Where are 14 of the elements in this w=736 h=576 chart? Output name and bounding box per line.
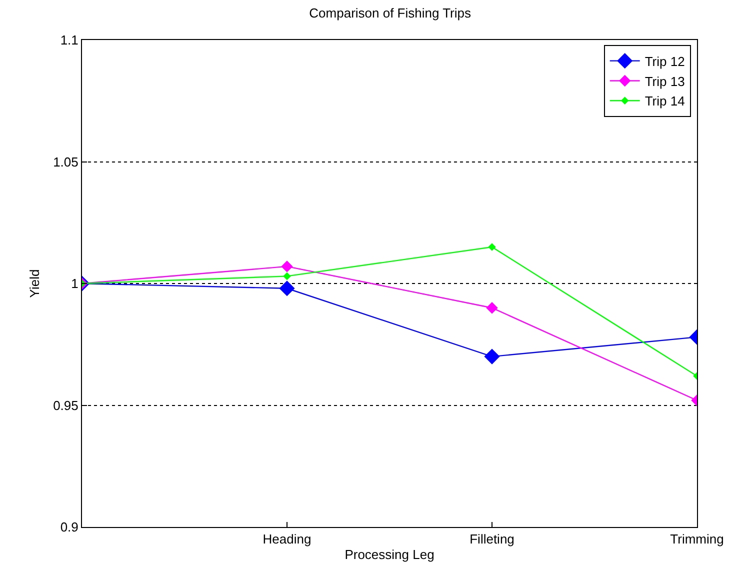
y-tick-label: 0.9: [60, 520, 78, 535]
y-axis-title: Yield: [27, 269, 42, 298]
legend-label: Trip 12: [644, 54, 685, 69]
y-tick-label: 1.05: [53, 154, 78, 170]
legend-label: Trip 14: [644, 94, 685, 109]
y-tick-label: 1: [71, 276, 78, 292]
y-tick-label: 0.95: [53, 398, 78, 413]
y-tick-label: 1.1: [60, 32, 78, 48]
x-axis-title: Processing Leg: [344, 547, 434, 562]
legend-label: Trip 13: [644, 74, 685, 89]
x-tick-label: Filleting: [470, 532, 514, 547]
x-tick-label: Heading: [262, 532, 312, 547]
x-tick-label: Trimming: [670, 532, 724, 547]
chart-title: Comparison of Fishing Trips: [309, 6, 472, 21]
